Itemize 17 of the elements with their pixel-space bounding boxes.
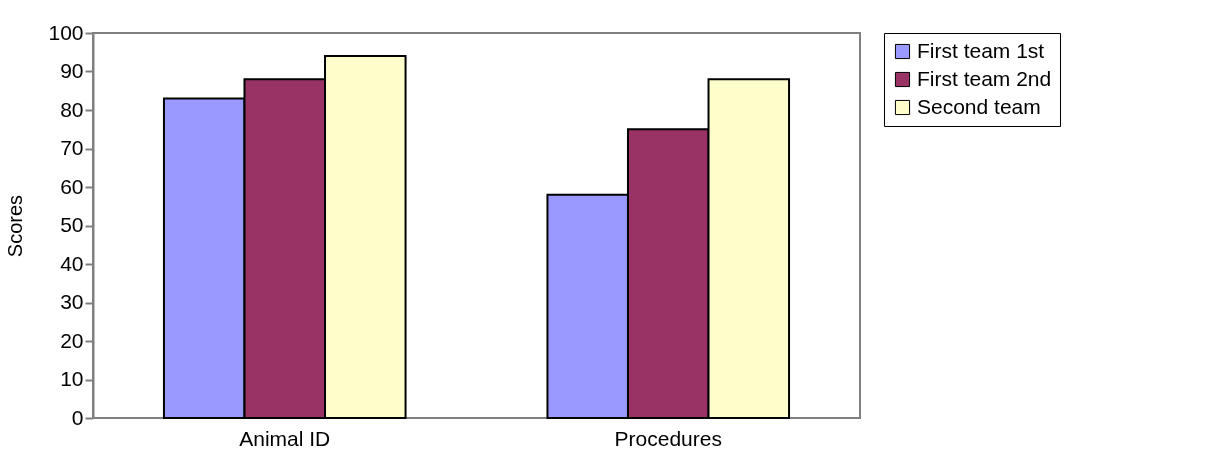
- legend-label: First team 1st: [917, 38, 1045, 62]
- y-tick-label: 80: [60, 97, 84, 121]
- y-tick-label: 20: [60, 328, 84, 352]
- y-tick-label: 0: [71, 405, 84, 429]
- y-tick-label: 50: [60, 213, 84, 236]
- y-tick-label: 40: [60, 251, 84, 275]
- legend-label: Second team: [917, 94, 1041, 118]
- y-tick-label: 60: [60, 174, 84, 198]
- x-tick-label: Procedures: [614, 426, 722, 450]
- y-axis-title: Scores: [4, 194, 27, 258]
- y-tick-label: 30: [60, 290, 84, 313]
- y-tick-label: 70: [60, 136, 84, 159]
- y-tick-label: 10: [60, 367, 84, 390]
- x-tick-label: Animal ID: [239, 426, 331, 450]
- legend-label: First team 2nd: [917, 66, 1052, 90]
- y-tick-label: 90: [60, 59, 84, 82]
- y-tick-label: 100: [48, 20, 84, 44]
